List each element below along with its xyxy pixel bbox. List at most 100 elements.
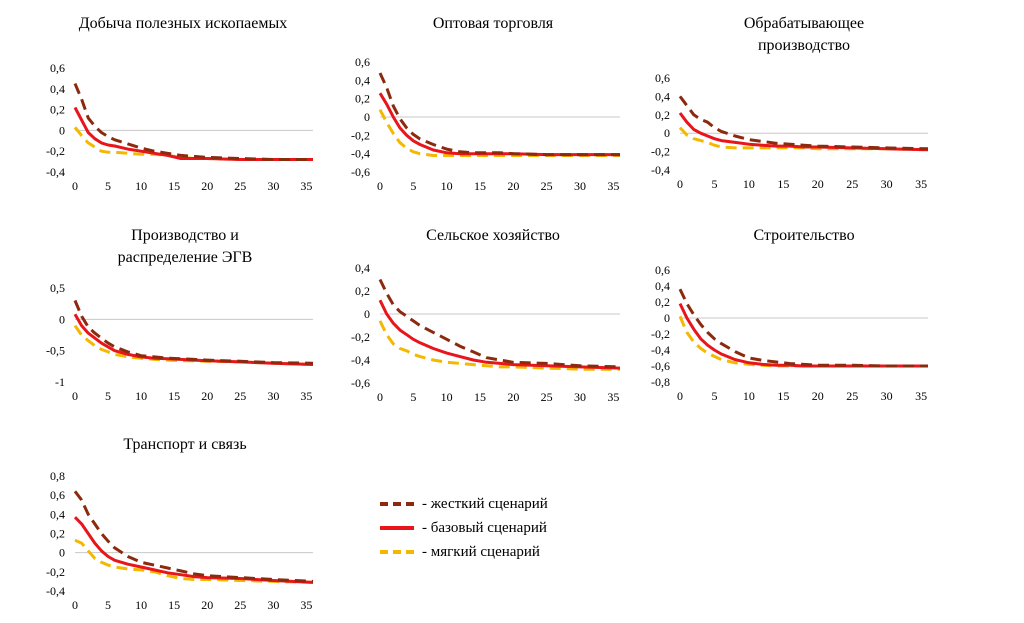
- y-tick-label: 0,2: [355, 284, 370, 298]
- y-tick-label: -0,2: [351, 128, 370, 142]
- series-line-hard: [73, 299, 314, 365]
- x-tick-label: 0: [677, 389, 683, 403]
- y-tick-label: 0,2: [50, 527, 65, 541]
- x-tick-label: 15: [168, 598, 180, 612]
- x-tick-label: 5: [410, 390, 416, 404]
- x-tick-label: 25: [541, 390, 553, 404]
- x-tick-label: 10: [441, 390, 453, 404]
- y-tick-label: -0,2: [46, 144, 65, 158]
- x-tick-label: 10: [743, 177, 755, 191]
- x-tick-label: 25: [234, 179, 246, 193]
- series-line-base: [73, 516, 314, 584]
- legend-label-soft: - мягкий сценарий: [422, 543, 540, 560]
- x-tick-label: 10: [743, 389, 755, 403]
- x-tick-label: 15: [168, 179, 180, 193]
- series-line-hard: [73, 490, 314, 583]
- x-tick-label: 10: [135, 179, 147, 193]
- chart-title: распределение ЭГВ: [118, 249, 253, 266]
- y-tick-label: -0,4: [46, 584, 65, 598]
- y-tick-label: 0: [364, 110, 370, 124]
- y-tick-label: 0: [59, 312, 65, 326]
- y-tick-label: 0,4: [50, 82, 65, 96]
- y-tick-label: -0,4: [46, 165, 65, 179]
- y-tick-label: 0,4: [655, 279, 670, 293]
- y-tick-label: 0,6: [50, 61, 65, 75]
- series-line-hard: [73, 83, 313, 161]
- y-tick-label: 0,8: [50, 469, 65, 483]
- chart-title: Обрабатывающее: [744, 15, 864, 32]
- y-tick-label: -1: [55, 375, 65, 389]
- legend-label-hard: - жесткий сценарий: [422, 495, 548, 512]
- x-tick-label: 0: [377, 390, 383, 404]
- x-tick-label: 15: [777, 389, 789, 403]
- legend-swatch-base: [380, 526, 414, 530]
- y-tick-label: -0,2: [651, 327, 670, 341]
- x-tick-label: 20: [201, 389, 213, 403]
- y-tick-label: 0,5: [50, 281, 65, 295]
- x-tick-label: 5: [711, 177, 717, 191]
- y-tick-label: -0,4: [651, 163, 670, 177]
- x-tick-label: 15: [168, 389, 180, 403]
- y-tick-label: -0,6: [651, 359, 670, 373]
- x-tick-label: 25: [846, 177, 858, 191]
- y-tick-label: 0: [59, 546, 65, 560]
- y-tick-label: 0: [364, 307, 370, 321]
- y-tick-label: -0,4: [351, 353, 370, 367]
- y-tick-label: 0,6: [355, 55, 370, 69]
- series-line-hard: [378, 278, 621, 369]
- series-line-soft: [678, 126, 929, 152]
- y-tick-label: 0,2: [655, 108, 670, 122]
- chart-title: Строительство: [753, 227, 854, 244]
- x-tick-label: 10: [135, 389, 147, 403]
- x-tick-label: 30: [267, 389, 279, 403]
- x-tick-label: 25: [234, 598, 246, 612]
- x-tick-label: 35: [607, 390, 619, 404]
- series-line-base: [378, 299, 621, 370]
- series-line-soft: [73, 126, 313, 161]
- y-tick-label: -0,5: [46, 344, 65, 358]
- series-line-hard: [678, 95, 929, 151]
- chart-title: Добыча полезных ископаемых: [79, 15, 287, 32]
- y-tick-label: 0,6: [50, 488, 65, 502]
- series-line-base: [678, 302, 928, 368]
- series-line-soft: [678, 315, 928, 368]
- y-tick-label: 0,2: [355, 92, 370, 106]
- legend-swatch-soft: [380, 550, 414, 554]
- legend-item-hard: - жесткий сценарий: [380, 493, 548, 515]
- y-tick-label: -0,6: [351, 376, 370, 390]
- x-tick-label: 25: [234, 389, 246, 403]
- x-tick-label: 15: [474, 179, 486, 193]
- y-tick-label: -0,4: [651, 343, 670, 357]
- y-tick-label: 0,2: [655, 295, 670, 309]
- x-tick-label: 25: [846, 389, 858, 403]
- y-tick-label: 0: [664, 311, 670, 325]
- x-tick-label: 20: [201, 179, 213, 193]
- y-tick-label: -0,4: [351, 147, 370, 161]
- x-tick-label: 30: [574, 179, 586, 193]
- x-tick-label: 30: [267, 598, 279, 612]
- series-line-soft: [73, 324, 314, 366]
- chart-title: Производство и: [131, 227, 239, 244]
- x-tick-label: 20: [812, 389, 824, 403]
- x-tick-label: 35: [300, 598, 312, 612]
- y-tick-label: -0,2: [351, 330, 370, 344]
- x-tick-label: 5: [105, 598, 111, 612]
- y-tick-label: 0,2: [50, 103, 65, 117]
- series-line-base: [73, 106, 313, 161]
- x-tick-label: 10: [441, 179, 453, 193]
- series-line-hard: [378, 72, 620, 157]
- x-tick-label: 20: [812, 177, 824, 191]
- x-tick-label: 5: [105, 179, 111, 193]
- chart-title: Транспорт и связь: [123, 436, 246, 453]
- x-tick-label: 20: [201, 598, 213, 612]
- x-tick-label: 0: [677, 177, 683, 191]
- x-tick-label: 0: [72, 598, 78, 612]
- x-tick-label: 35: [915, 177, 927, 191]
- y-tick-label: -0,6: [351, 165, 370, 179]
- legend: - жесткий сценарий - базовый сценарий - …: [380, 493, 640, 573]
- x-tick-label: 0: [72, 179, 78, 193]
- chart-title: производство: [758, 37, 850, 54]
- series-line-base: [678, 112, 929, 152]
- x-tick-label: 30: [881, 389, 893, 403]
- x-tick-label: 20: [507, 179, 519, 193]
